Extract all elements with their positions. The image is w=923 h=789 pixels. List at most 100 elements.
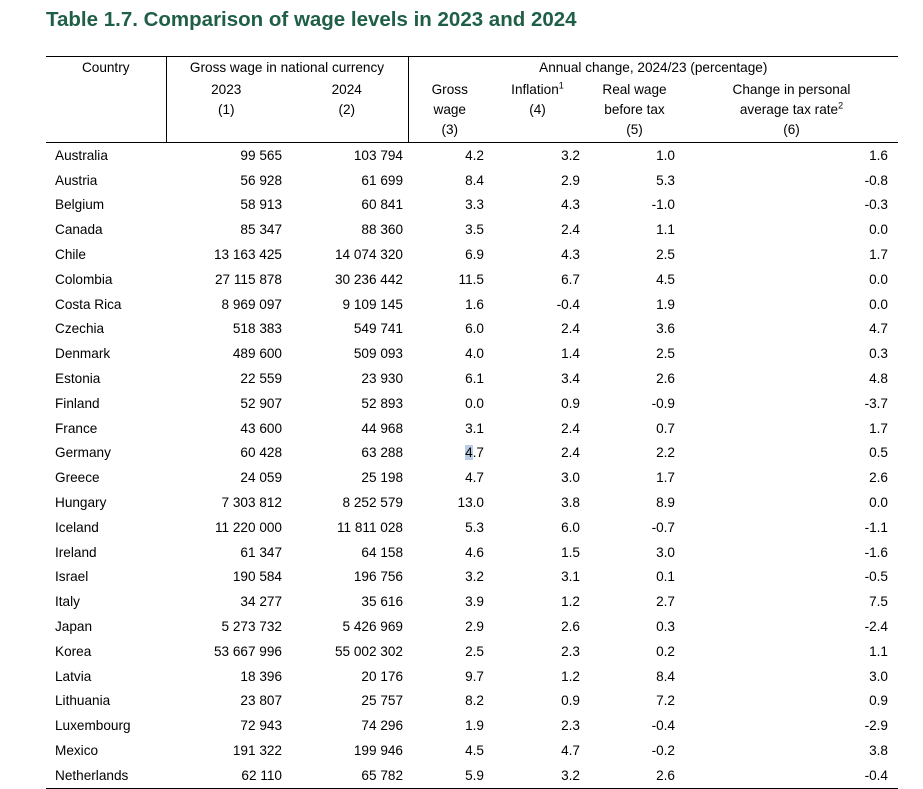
cell-wage-2024: 23 930 [361, 371, 403, 387]
selected-value[interactable]: 4.7 [465, 445, 484, 461]
cell-country: Canada [55, 222, 103, 238]
cell-gross-wage-change: 5.3 [465, 519, 484, 535]
table-title: Table 1.7. Comparison of wage levels in … [46, 8, 577, 31]
cell-gross-wage-change: 0.0 [465, 395, 484, 411]
cell-tax-rate-change: 1.6 [869, 147, 888, 163]
header-col-2023-label: 2023 [211, 82, 242, 97]
header-col-inflation: Inflation1 (4) [491, 77, 584, 143]
cell-tax-rate-change: 0.0 [869, 296, 888, 312]
cell-gross-wage-change: 4.7 [408, 441, 491, 466]
cell-wage-2023: 518 383 [232, 321, 282, 337]
cell-wage-2023: 13 163 425 [213, 247, 282, 263]
header-col-tax-rate-number: (6) [783, 122, 800, 137]
header-col-gross-wage: Gross wage (3) [407, 77, 491, 143]
cell-wage-2024: 8 252 579 [342, 495, 403, 511]
cell-gross-wage-change: 8.2 [465, 693, 484, 709]
cell-inflation: 3.0 [561, 470, 580, 486]
cell-wage-2024: 88 360 [361, 222, 403, 238]
table-row: Greece 24 059 25 198 4.7 3.0 1.7 2.6 [46, 465, 898, 490]
cell-country: Japan [55, 619, 93, 635]
cell-wage-2024: 52 893 [361, 395, 403, 411]
cell-gross-wage-change: 1.9 [465, 718, 484, 734]
cell-real-wage-change: 1.1 [656, 222, 675, 238]
cell-wage-2024: 61 699 [361, 172, 403, 188]
cell-gross-wage-change: 13.0 [457, 495, 484, 511]
cell-real-wage-change: 0.1 [656, 569, 675, 585]
cell-inflation: 2.4 [561, 420, 580, 436]
cell-wage-2023: 190 584 [232, 569, 282, 585]
cell-wage-2023: 489 600 [232, 346, 282, 362]
cell-tax-rate-change: 4.8 [869, 371, 888, 387]
table-row: Mexico 191 322 199 946 4.5 4.7 -0.2 3.8 [46, 738, 898, 763]
cell-inflation: 6.7 [561, 271, 580, 287]
cell-real-wage-change: -0.9 [651, 395, 675, 411]
cell-wage-2023: 52 907 [240, 395, 282, 411]
cell-wage-2023: 43 600 [240, 420, 282, 436]
cell-inflation: 2.3 [561, 718, 580, 734]
cell-gross-wage-change: 4.7 [465, 470, 484, 486]
cell-wage-2023: 191 322 [232, 743, 282, 759]
cell-wage-2024: 196 756 [353, 569, 403, 585]
cell-gross-wage-change: 4.6 [465, 544, 484, 560]
cell-real-wage-change: 2.5 [656, 346, 675, 362]
cell-wage-2023: 7 303 812 [221, 495, 282, 511]
header-col-gross-wage-line1: Gross [431, 82, 468, 97]
cell-country: Australia [55, 147, 108, 163]
cell-gross-wage-change: 4.0 [465, 346, 484, 362]
cell-real-wage-change: 2.5 [656, 247, 675, 263]
cell-tax-rate-change: -1.6 [864, 544, 888, 560]
cell-wage-2023: 58 913 [240, 197, 282, 213]
cell-wage-2023: 99 565 [240, 147, 282, 163]
header-col-tax-rate-line1: Change in personal [732, 82, 851, 97]
cell-wage-2024: 63 288 [361, 445, 403, 461]
cell-inflation: 3.4 [561, 371, 580, 387]
table-row: Denmark 489 600 509 093 4.0 1.4 2.5 0.3 [46, 341, 898, 366]
cell-tax-rate-change: 1.1 [869, 643, 888, 659]
cell-wage-2023: 53 667 996 [213, 643, 282, 659]
cell-wage-2024: 64 158 [361, 544, 403, 560]
cell-wage-2024: 44 968 [361, 420, 403, 436]
cell-tax-rate-change: 3.0 [869, 668, 888, 684]
cell-tax-rate-change: -0.8 [864, 172, 888, 188]
cell-real-wage-change: 4.5 [656, 271, 675, 287]
cell-tax-rate-change: 0.5 [869, 445, 888, 461]
cell-country: Estonia [55, 371, 101, 387]
cell-inflation: 6.0 [561, 519, 580, 535]
table-body: Australia 99 565 103 794 4.2 3.2 1.0 1.6 Austri… [46, 143, 898, 789]
cell-inflation: 3.2 [491, 762, 584, 789]
cell-wage-2024: 103 794 [353, 147, 403, 163]
header-col-real-wage: Real wage before tax (5) [584, 77, 685, 143]
header-col-inflation-number: (4) [529, 102, 546, 117]
header-col-real-wage-number: (5) [626, 122, 643, 137]
footnote-marker-1: 1 [558, 80, 564, 91]
cell-tax-rate-change: -0.3 [864, 197, 888, 213]
table-row: Chile 13 163 425 14 074 320 6.9 4.3 2.5 1.7 [46, 242, 898, 267]
cell-country: Israel [55, 569, 89, 585]
header-col-2024-number: (2) [338, 102, 356, 117]
header-col-tax-rate-change: Change in personal average tax rate2 (6) [685, 77, 898, 143]
cell-tax-rate-change: 7.5 [869, 594, 888, 610]
cell-country: Czechia [55, 321, 105, 337]
cell-real-wage-change: 2.6 [584, 762, 685, 789]
cell-gross-wage-change: 3.2 [465, 569, 484, 585]
cell-wage-2024: 55 002 302 [334, 643, 403, 659]
cell-real-wage-change: 0.7 [656, 420, 675, 436]
cell-wage-2023: 72 943 [240, 718, 282, 734]
cell-tax-rate-change: -0.5 [864, 569, 888, 585]
cell-gross-wage-change: 1.6 [465, 296, 484, 312]
cell-wage-2024: 25 757 [361, 693, 403, 709]
cell-country: Mexico [55, 743, 99, 759]
wage-comparison-table: Country Gross wage in national currency … [46, 56, 898, 789]
cell-real-wage-change: -1.0 [651, 197, 675, 213]
cell-wage-2023: 8 969 097 [221, 296, 282, 312]
cell-wage-2023: 23 807 [240, 693, 282, 709]
cell-tax-rate-change: 0.0 [869, 495, 888, 511]
table-row: Netherlands 62 110 65 782 5.9 3.2 2.6 -0.4 [46, 762, 898, 789]
cell-wage-2024: 74 296 [361, 718, 403, 734]
cell-gross-wage-change: 9.7 [465, 668, 484, 684]
cell-gross-wage-change: 6.0 [465, 321, 484, 337]
cell-real-wage-change: 0.3 [656, 619, 675, 635]
cell-country: Ireland [55, 544, 97, 560]
cell-country: Greece [55, 470, 100, 486]
cell-country: Korea [55, 643, 92, 659]
